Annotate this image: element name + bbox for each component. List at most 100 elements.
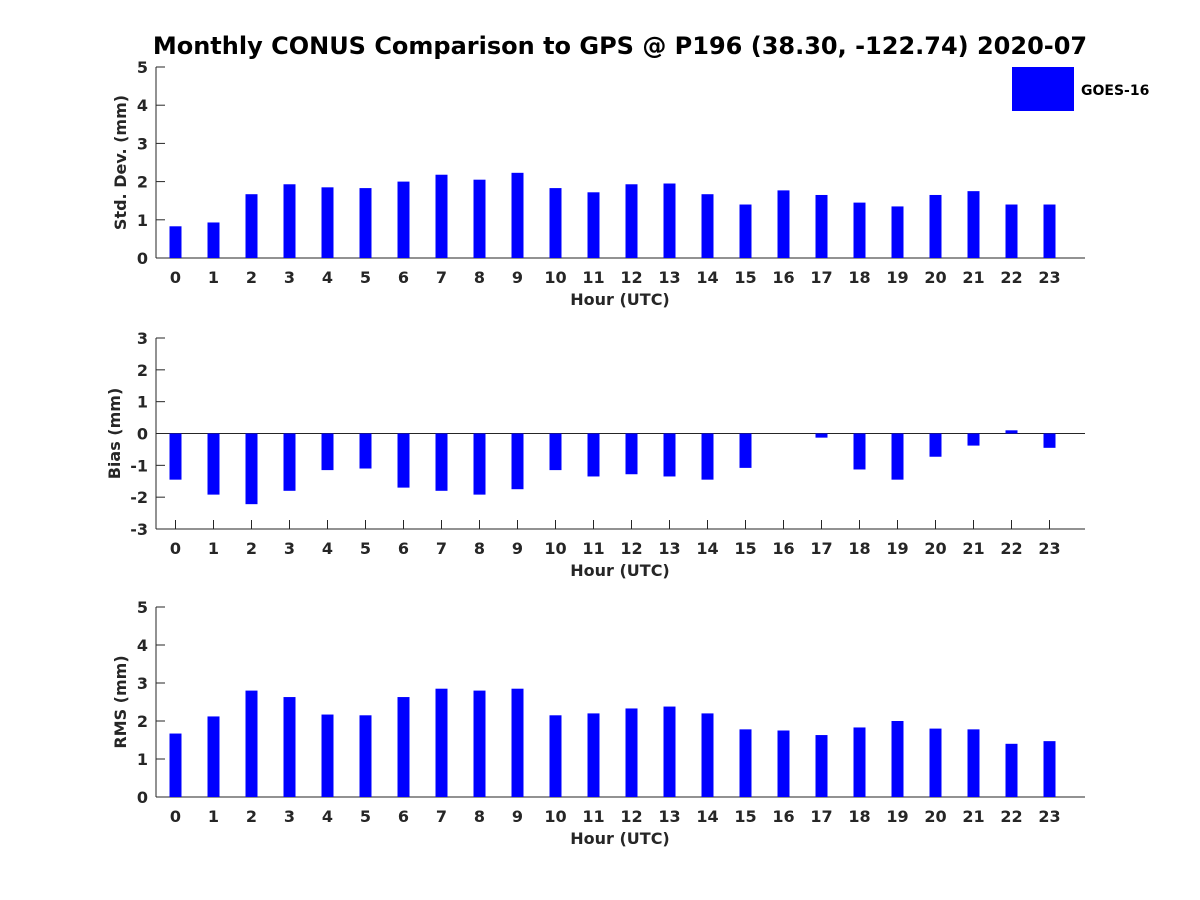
x-tick-label: 9 (512, 807, 523, 826)
x-tick-label: 6 (398, 539, 409, 558)
bar (853, 202, 866, 258)
x-tick-label: 13 (658, 539, 680, 558)
bar (321, 714, 334, 797)
bar (891, 433, 904, 480)
x-tick-label: 18 (848, 807, 870, 826)
x-tick-label: 0 (170, 539, 181, 558)
x-tick-label: 5 (360, 539, 371, 558)
bar (169, 433, 182, 480)
y-tick-label: 0 (137, 788, 148, 807)
x-tick-label: 10 (544, 268, 566, 287)
x-tick-label: 1 (208, 539, 219, 558)
x-tick-label: 7 (436, 539, 447, 558)
x-tick-label: 21 (962, 539, 984, 558)
x-tick-label: 2 (246, 268, 257, 287)
x-tick-label: 0 (170, 268, 181, 287)
x-tick-label: 12 (620, 807, 642, 826)
bar (511, 433, 524, 490)
x-tick-label: 16 (772, 539, 794, 558)
bar (625, 433, 638, 475)
bar (1005, 743, 1018, 797)
bar (511, 688, 524, 797)
bar (549, 433, 562, 471)
bar (321, 187, 334, 258)
x-tick-label: 4 (322, 807, 333, 826)
bar (891, 206, 904, 258)
bar (473, 179, 486, 258)
bar (473, 433, 486, 495)
y-tick-label: 3 (137, 329, 148, 348)
x-tick-label: 14 (696, 268, 718, 287)
bar (359, 433, 372, 469)
x-tick-label: 15 (734, 268, 756, 287)
x-tick-label: 14 (696, 807, 718, 826)
x-tick-label: 17 (810, 807, 832, 826)
x-tick-label: 23 (1038, 268, 1060, 287)
bar (929, 194, 942, 258)
bar (549, 188, 562, 258)
bar (777, 190, 790, 258)
legend: GOES-16 (1012, 67, 1149, 111)
x-tick-label: 17 (810, 539, 832, 558)
bar (1043, 741, 1056, 797)
bar (397, 181, 410, 258)
x-tick-label: 14 (696, 539, 718, 558)
x-tick-label: 3 (284, 539, 295, 558)
bar (359, 715, 372, 797)
x-tick-label: 23 (1038, 807, 1060, 826)
x-tick-label: 6 (398, 268, 409, 287)
x-tick-label: 13 (658, 807, 680, 826)
bar (283, 184, 296, 258)
x-tick-label: 22 (1000, 807, 1022, 826)
y-tick-label: 1 (137, 393, 148, 412)
x-tick-label: 0 (170, 807, 181, 826)
x-tick-label: 18 (848, 268, 870, 287)
bar (777, 730, 790, 797)
y-tick-label: 4 (137, 636, 148, 655)
bar (891, 721, 904, 797)
bar (663, 706, 676, 797)
x-tick-label: 1 (208, 268, 219, 287)
x-tick-label: 22 (1000, 539, 1022, 558)
x-tick-label: 11 (582, 539, 604, 558)
bar (853, 727, 866, 797)
bar (511, 172, 524, 258)
x-axis-label: Hour (UTC) (570, 829, 670, 848)
bar (435, 174, 448, 258)
bar (245, 433, 258, 505)
bar (625, 708, 638, 797)
x-tick-label: 7 (436, 807, 447, 826)
x-tick-label: 11 (582, 807, 604, 826)
y-tick-label: 2 (137, 361, 148, 380)
bar (207, 222, 220, 258)
x-tick-label: 19 (886, 539, 908, 558)
bar (283, 697, 296, 797)
bar (245, 194, 258, 258)
bar (169, 226, 182, 258)
bar (929, 728, 942, 797)
bar (283, 433, 296, 491)
x-tick-label: 15 (734, 539, 756, 558)
x-tick-label: 3 (284, 268, 295, 287)
bar (739, 729, 752, 797)
y-tick-label: 2 (137, 712, 148, 731)
bar (853, 433, 866, 470)
x-tick-label: 9 (512, 539, 523, 558)
bar (967, 433, 980, 446)
bar (815, 194, 828, 258)
bar (397, 433, 410, 488)
x-tick-label: 20 (924, 807, 946, 826)
y-axis-label: Bias (mm) (105, 388, 124, 480)
bar (1043, 204, 1056, 258)
x-tick-label: 2 (246, 807, 257, 826)
bar (1005, 430, 1018, 434)
bar (815, 735, 828, 797)
y-tick-label: -3 (130, 520, 148, 539)
y-axis-label: Std. Dev. (mm) (111, 95, 130, 230)
bar (321, 433, 334, 471)
y-tick-label: 5 (137, 58, 148, 77)
